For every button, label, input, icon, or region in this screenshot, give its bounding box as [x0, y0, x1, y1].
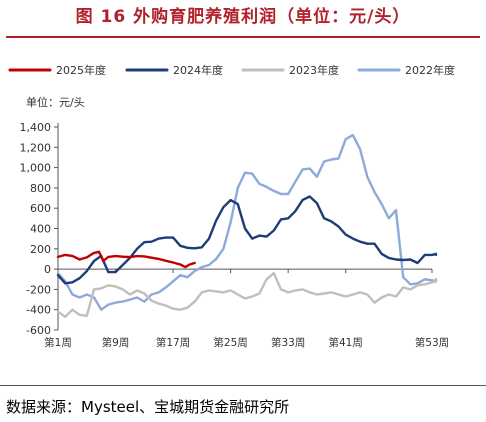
source-note: 数据来源：Mysteel、宝城期货金融研究所 — [6, 398, 290, 416]
x-tick-label: 第9周 — [102, 336, 130, 349]
series-line-4 — [56, 133, 438, 311]
x-tick-label: 第1周 — [44, 336, 72, 349]
y-axis-ticks: -600 -400 -200 0 200 400 600 800 1,000 1,200 1,400 — [20, 121, 58, 337]
x-tick-label: 第33周 — [271, 336, 305, 349]
x-tick-label: 第41周 — [329, 336, 363, 349]
y-tick-label: -200 — [26, 283, 51, 296]
title-divider — [6, 36, 480, 38]
y-tick-label: 1,400 — [20, 121, 52, 134]
x-tick-label: 第25周 — [213, 336, 247, 349]
series-lines — [56, 133, 438, 318]
legend-label: 2023年度 — [289, 63, 339, 77]
y-tick-label: 1,000 — [20, 162, 52, 175]
unit-label: 单位：元/头 — [26, 95, 85, 109]
line-chart: 2025年度 2024年度 2023年度 2022年度 单位：元/头 -600 -400… — [8, 63, 455, 349]
y-tick-label: 200 — [30, 243, 51, 256]
y-tick-label: 800 — [30, 182, 51, 195]
figure-title: 图 16 外购育肥养殖利润（单位：元/头） — [75, 7, 411, 27]
y-tick-label: 1,200 — [20, 141, 52, 154]
y-tick-label: 400 — [30, 223, 51, 236]
series-line-2 — [56, 195, 438, 285]
y-tick-label: -600 — [26, 324, 51, 337]
source-divider — [0, 385, 486, 386]
legend-label: 2022年度 — [405, 63, 455, 77]
series-line-1 — [56, 250, 196, 269]
chart-legend: 2025年度 2024年度 2023年度 2022年度 — [8, 63, 455, 77]
y-tick-label: -400 — [26, 304, 51, 317]
axes — [57, 123, 432, 330]
x-axis-ticks: 第1周 第9周 第17周 第25周 第33周 第41周 第53周 — [44, 269, 449, 349]
x-tick-label: 第17周 — [156, 336, 190, 349]
y-tick-label: 600 — [30, 202, 51, 215]
legend-label: 2024年度 — [173, 63, 223, 77]
y-tick-label: 0 — [44, 263, 51, 276]
series-line-3 — [56, 272, 438, 318]
x-tick-label: 第53周 — [415, 336, 449, 349]
legend-label: 2025年度 — [56, 63, 106, 77]
